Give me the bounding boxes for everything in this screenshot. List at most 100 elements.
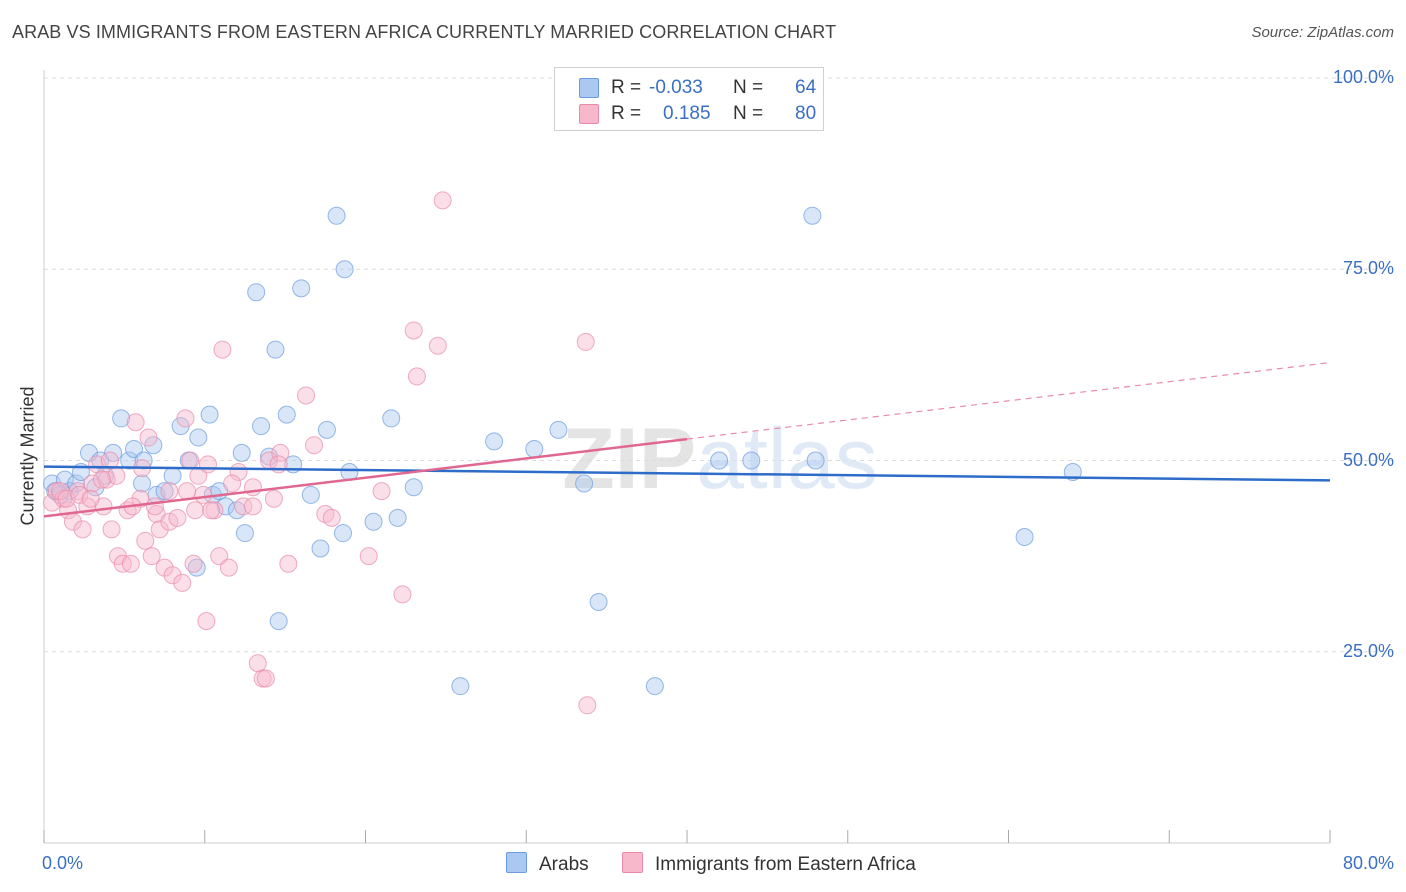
eastern-africa-point [81, 489, 100, 508]
eastern-africa-point [126, 413, 145, 432]
eastern-africa-point [576, 332, 595, 351]
legend-r-value: 0.185 [663, 103, 711, 124]
arabs-point [134, 451, 153, 470]
eastern-africa-point [256, 669, 275, 688]
arabs-trend-line [43, 465, 1331, 482]
legend-r-value: -0.033 [649, 77, 703, 98]
x-tick-min: 0.0% [42, 853, 84, 873]
eastern-africa-point [178, 482, 197, 501]
chart-grid [44, 77, 1392, 653]
chart-source: Source: ZipAtlas.com [1251, 24, 1394, 41]
legend-swatch-arabs [579, 78, 599, 98]
arabs-point [317, 420, 336, 439]
eastern-africa-point [279, 554, 298, 573]
eastern-africa-point [305, 436, 324, 455]
arabs-point [327, 206, 346, 225]
legend-n-label: N = [733, 103, 764, 124]
arabs-point [806, 451, 825, 470]
arabs-point [382, 409, 401, 428]
eastern-africa-point [173, 573, 192, 592]
arabs-point [742, 451, 761, 470]
legend-n-label: N = [733, 77, 764, 98]
arabs-point [364, 512, 383, 531]
eastern-africa-point [372, 482, 391, 501]
eastern-africa-point [181, 451, 200, 470]
eastern-africa-point [198, 455, 217, 474]
eastern-africa-point [219, 558, 238, 577]
arabs-point [247, 283, 266, 302]
watermark-zip: ZIP [562, 411, 696, 507]
arabs-point [277, 405, 296, 424]
eastern-africa-point [428, 336, 447, 355]
arabs-point [335, 260, 354, 279]
trend-lines [43, 361, 1331, 518]
eastern-africa-point [92, 470, 111, 489]
eastern-africa-point [121, 554, 140, 573]
eastern-africa-point [234, 497, 253, 516]
data-points [43, 191, 1082, 715]
arabs-point [645, 677, 664, 696]
eastern-africa-point [197, 612, 216, 631]
eastern-africa-point [264, 489, 283, 508]
eastern-africa-point [186, 501, 205, 520]
y-axis-label: Currently Married [17, 386, 38, 526]
legend-n-value: 80 [795, 103, 817, 124]
arabs-point [388, 508, 407, 527]
bottom-legend-label-eastern-africa: Immigrants from Eastern Africa [655, 854, 916, 875]
eastern-africa-trend-line [43, 437, 688, 518]
arabs-point [200, 405, 219, 424]
eastern-africa-point [97, 470, 116, 489]
arabs-point [301, 485, 320, 504]
arabs-point [710, 451, 729, 470]
arabs-point [235, 524, 254, 543]
eastern-africa-point [142, 547, 161, 566]
eastern-africa-point [51, 482, 70, 501]
eastern-africa-point [73, 520, 92, 539]
bottom-legend-arabs: Arabs [506, 852, 589, 876]
arabs-point [1063, 462, 1082, 481]
eastern-africa-point [150, 520, 169, 539]
eastern-africa-point [136, 531, 155, 550]
arabs-point [311, 539, 330, 558]
eastern-africa-point [83, 474, 102, 493]
eastern-africa-trend-extension [686, 361, 1331, 440]
arabs-point [252, 417, 271, 436]
eastern-africa-point [213, 340, 232, 359]
bottom-legend-swatch-arabs [506, 852, 527, 873]
eastern-africa-point [271, 443, 290, 462]
y-tick-label: 25.0% [1342, 640, 1394, 661]
eastern-africa-point [433, 191, 452, 210]
legend-r-label: R = [611, 77, 642, 98]
eastern-africa-point [210, 547, 229, 566]
eastern-africa-point [404, 321, 423, 340]
eastern-africa-point [163, 566, 182, 585]
arabs-point [125, 440, 144, 459]
arabs-point [589, 593, 608, 612]
arabs-point [189, 428, 208, 447]
arabs-point [269, 612, 288, 631]
arabs-point [525, 440, 544, 459]
eastern-africa-point [168, 508, 187, 527]
eastern-africa-point [322, 508, 341, 527]
eastern-africa-point [578, 696, 597, 715]
arabs-point [1015, 528, 1034, 546]
arabs-point [232, 443, 251, 462]
eastern-africa-point [100, 451, 119, 470]
arabs-point [67, 474, 86, 493]
eastern-africa-point [248, 654, 267, 673]
arabs-point [155, 482, 174, 501]
eastern-africa-point [407, 367, 426, 386]
y-tick-label: 50.0% [1342, 449, 1394, 470]
eastern-africa-point [145, 497, 164, 516]
bottom-legend-eastern-africa: Immigrants from Eastern Africa [622, 852, 916, 876]
y-tick-label: 75.0% [1342, 258, 1394, 279]
arabs-point [575, 474, 594, 493]
eastern-africa-point [184, 554, 203, 573]
arabs-point [292, 279, 311, 298]
eastern-africa-point [194, 485, 213, 504]
eastern-africa-point [359, 547, 378, 566]
chart-title: ARAB VS IMMIGRANTS FROM EASTERN AFRICA C… [12, 22, 837, 42]
eastern-africa-point [297, 386, 316, 405]
eastern-africa-point [202, 501, 221, 520]
